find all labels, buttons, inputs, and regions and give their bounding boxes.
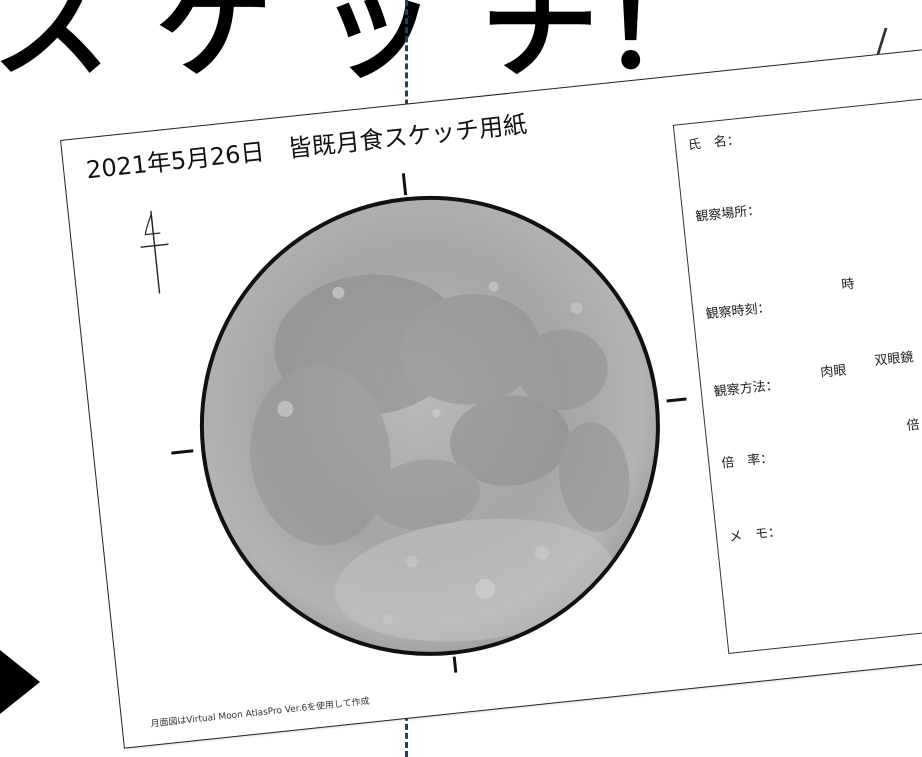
name-label: 氏 名：	[687, 132, 741, 154]
memo-label: メ モ：	[728, 524, 782, 546]
place-label: 観察場所：	[694, 203, 762, 225]
slide-heading: ス ケ ッ チ！	[0, 0, 722, 95]
credit-note: 月面図はVirtual Moon AtlasPro Ver.6を使用して作成	[150, 696, 371, 730]
play-arrow-icon	[0, 650, 40, 714]
moon-map	[171, 173, 689, 679]
sketch-sheet: 2021年5月26日 皆既月食スケッチ用紙	[60, 40, 922, 749]
slash-mark: /	[876, 22, 888, 62]
method-label: 観察方法：	[713, 378, 780, 400]
field-memo: メ モ：	[728, 516, 825, 545]
field-method: 観察方法：	[713, 371, 810, 400]
time-label: 観察時刻：	[705, 300, 772, 323]
method-naked-eye: 肉眼	[819, 363, 848, 381]
time-hour-label: 時	[840, 276, 856, 294]
field-name: 氏 名：	[687, 124, 784, 153]
compass-icon	[140, 210, 169, 294]
magnification-label: 倍 率：	[720, 451, 775, 472]
field-time: 観察時刻：	[705, 293, 802, 323]
field-place: 観察場所：	[694, 196, 791, 225]
magnification-unit: 倍	[905, 417, 921, 435]
field-magnification: 倍 率：	[720, 443, 817, 472]
method-binoculars: 双眼鏡	[873, 350, 915, 370]
observation-form: 氏 名： 観察場所： 観察時刻： 時 分 観察方法： 肉眼 双眼鏡 望 倍 率：…	[672, 87, 922, 654]
moon-area	[142, 138, 712, 700]
